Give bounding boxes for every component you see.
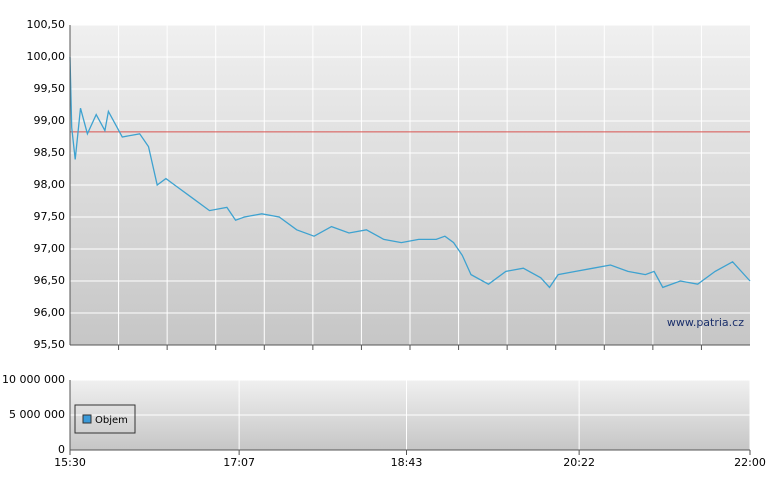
y-tick-label: 98,50: [34, 146, 66, 159]
y-tick-label: 96,50: [34, 274, 66, 287]
y-tick-label: 96,00: [34, 306, 66, 319]
y-tick-label: 100,50: [27, 18, 66, 31]
x-tick-label: 17:07: [223, 456, 255, 469]
x-tick-label: 18:43: [391, 456, 423, 469]
x-tick-label: 15:30: [54, 456, 86, 469]
y-tick-label: 99,50: [34, 82, 66, 95]
legend-swatch: [82, 414, 92, 424]
x-tick-label: 20:22: [563, 456, 595, 469]
x-tick-label: 22:00: [734, 456, 766, 469]
y-tick-label: 99,00: [34, 114, 66, 127]
y-tick-label: 10 000 000: [2, 373, 65, 386]
watermark: www.patria.cz: [667, 316, 744, 329]
y-tick-label: 97,00: [34, 242, 66, 255]
y-tick-label: 0: [58, 443, 65, 456]
price-line: [69, 56, 751, 289]
legend-label: Objem: [95, 415, 128, 426]
y-tick-label: 100,00: [27, 50, 66, 63]
y-tick-label: 5 000 000: [9, 408, 65, 421]
y-tick-label: 97,50: [34, 210, 66, 223]
y-tick-label: 98,00: [34, 178, 66, 191]
legend: [74, 404, 136, 434]
y-tick-label: 95,50: [34, 338, 66, 351]
